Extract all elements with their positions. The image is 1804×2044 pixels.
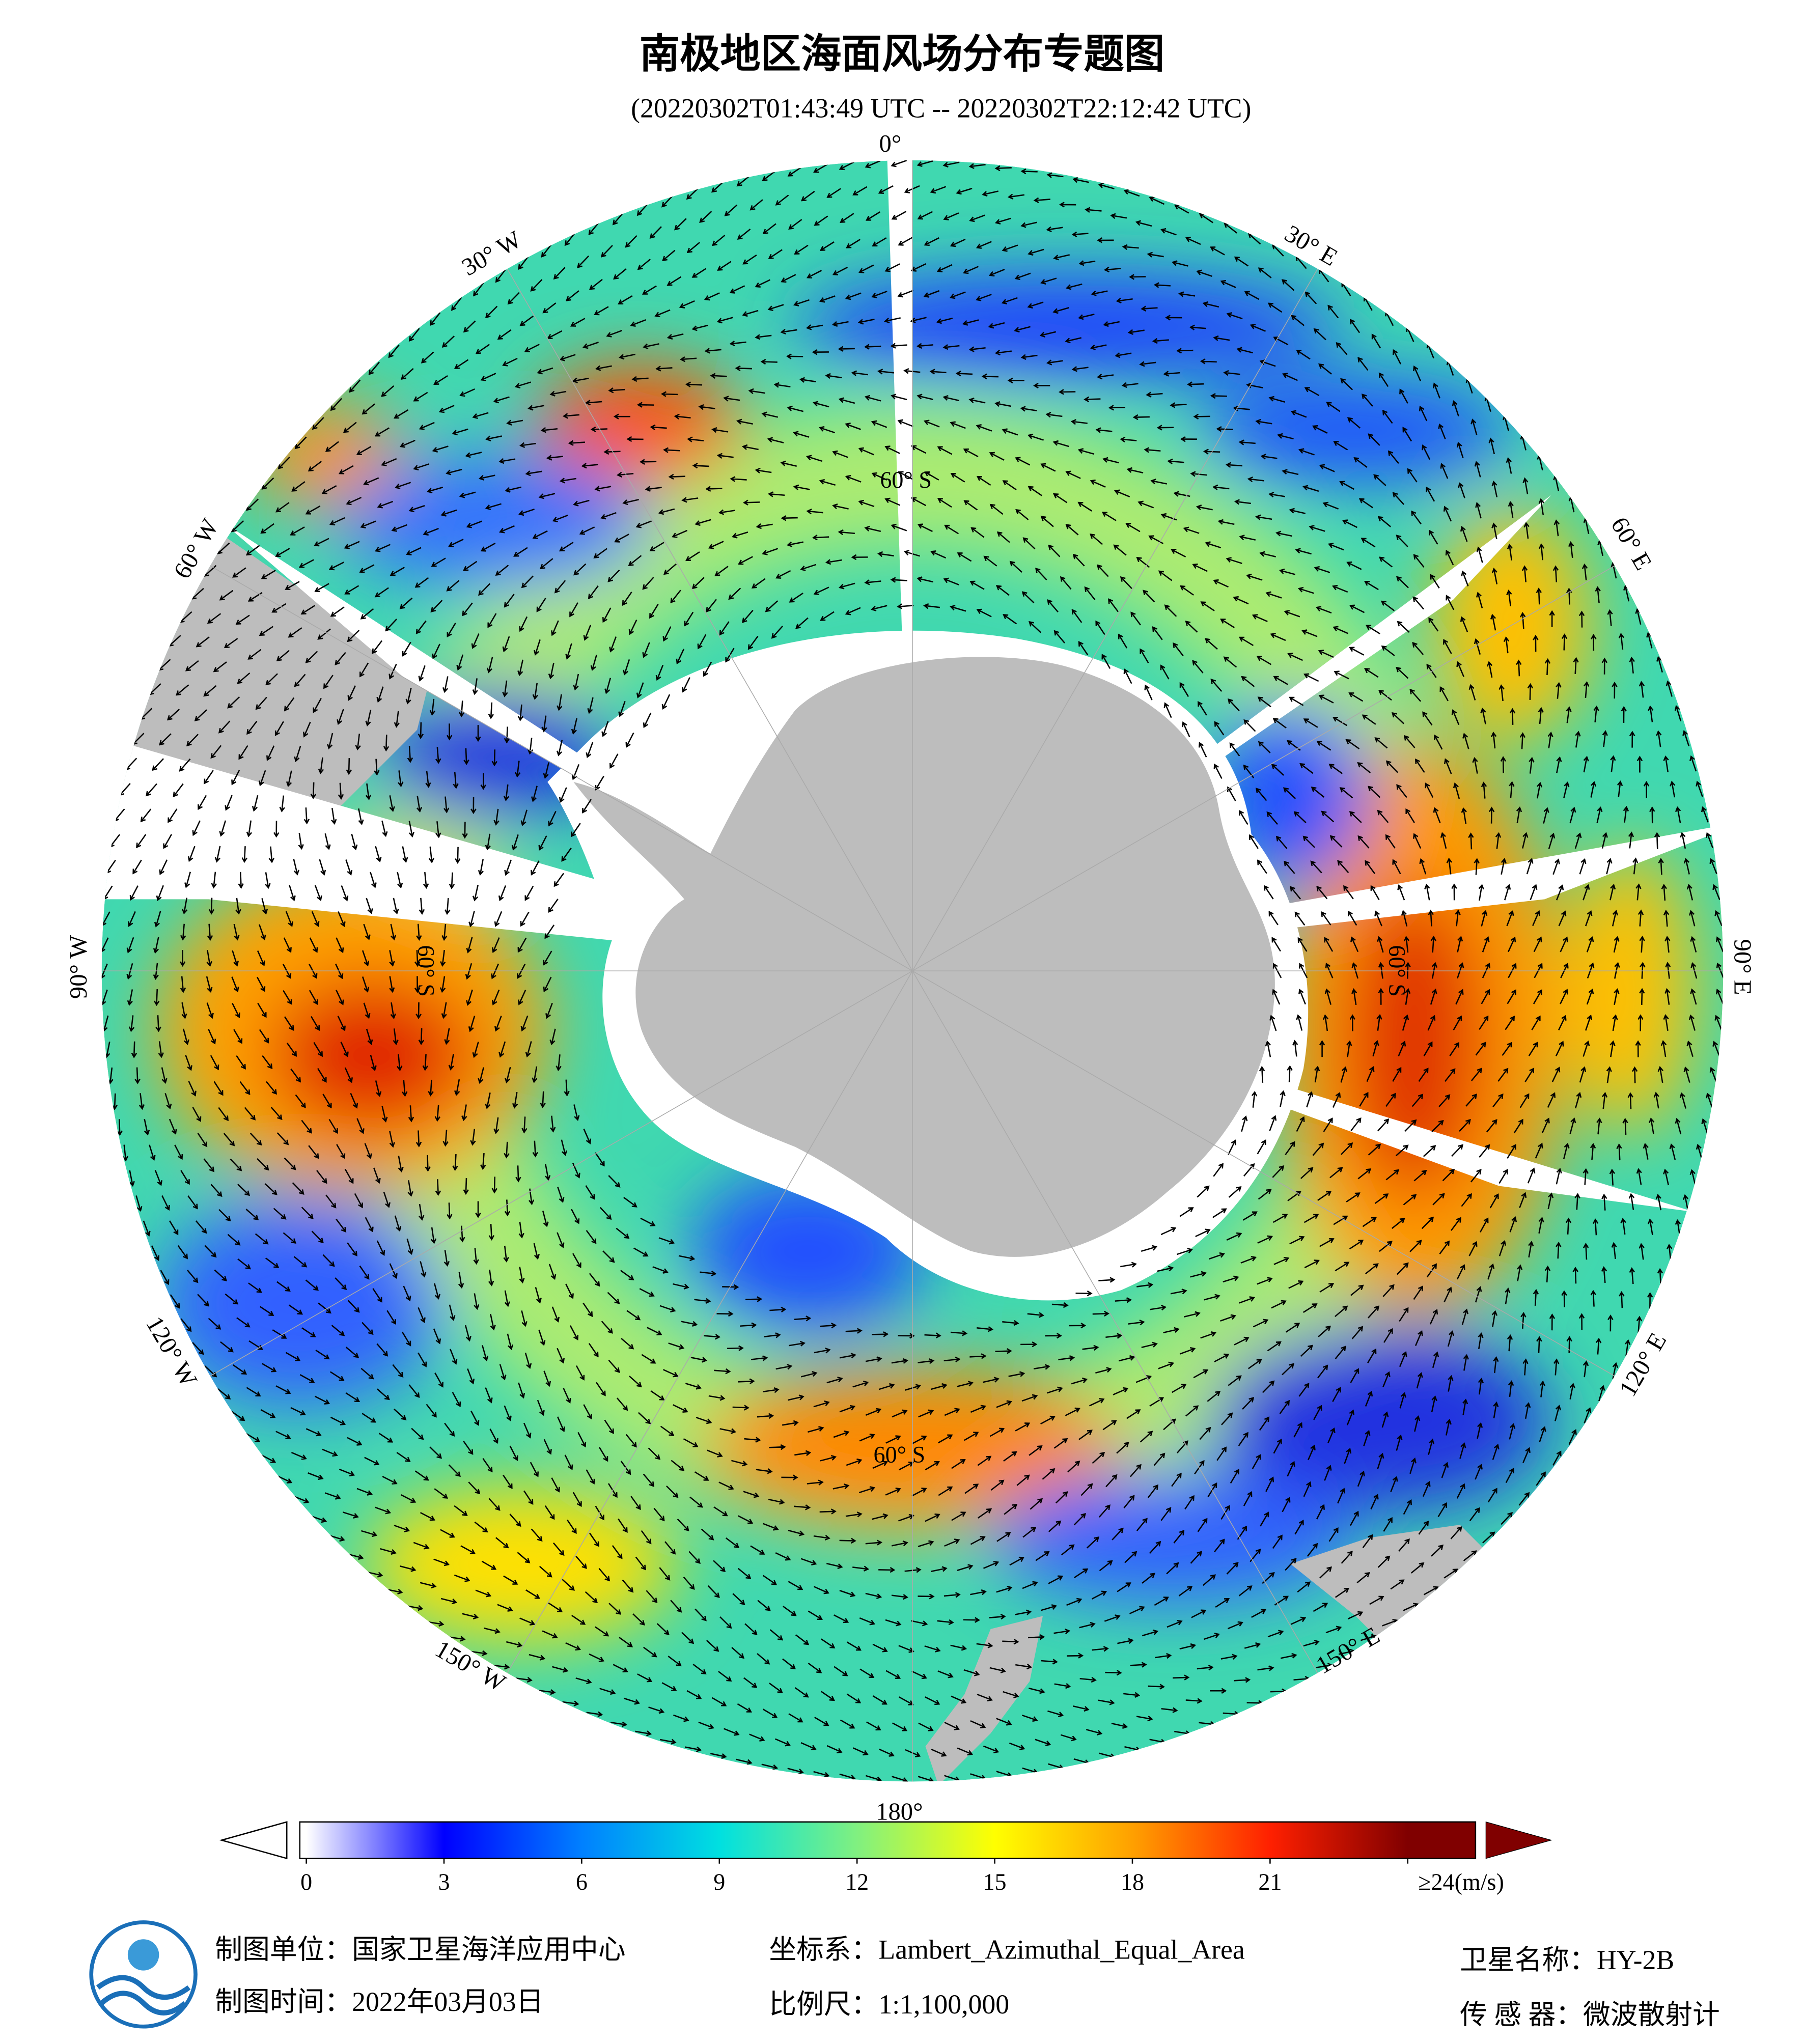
colorbar-tick-label: 12 xyxy=(845,1869,869,1895)
title: 南极地区海面风场分布专题图 xyxy=(640,32,1164,77)
colorbar-tick-label: 21 xyxy=(1258,1869,1282,1895)
colorbar-tick-label: ≥24(m/s) xyxy=(1418,1869,1504,1895)
latitude-label: 60° S xyxy=(874,1442,926,1468)
latitude-label: 60° S xyxy=(1384,945,1410,997)
latitude-labels: 60° S 60° S 60° S 60° S xyxy=(413,467,1410,1468)
footer-satellite: 卫星名称：HY-2B xyxy=(1460,1945,1674,1975)
colorbar-tick-label: 3 xyxy=(438,1869,450,1895)
subtitle: (20220302T01:43:49 UTC -- 20220302T22:12… xyxy=(631,93,1251,123)
antarctica xyxy=(573,657,1275,1257)
footer-unit: 制图单位：国家卫星海洋应用中心 xyxy=(215,1935,625,1965)
colorbar-tick-label: 6 xyxy=(576,1869,588,1895)
longitude-label: 180° xyxy=(876,1798,923,1826)
wind-map xyxy=(101,160,1724,1782)
latitude-label: 60° S xyxy=(413,945,439,997)
colorbar-tick-label: 9 xyxy=(713,1869,725,1895)
colorbar-low-arrow xyxy=(219,1821,288,1860)
colorbar-tick-label: 0 xyxy=(300,1869,312,1895)
footer-sensor: 传 感 器：微波散射计 xyxy=(1460,2000,1720,2030)
footer-crs: 坐标系：Lambert_Azimuthal_Equal_Area xyxy=(769,1935,1245,1965)
longitude-label: 90° E xyxy=(1729,939,1756,995)
colorbar-bar xyxy=(299,1821,1477,1859)
new-zealand xyxy=(925,1616,1043,1782)
logo xyxy=(89,1920,198,2029)
footer-scale: 比例尺：1:1,100,000 xyxy=(769,1989,1009,2020)
footer-date: 制图时间：2022年03月03日 xyxy=(215,1986,543,2017)
graticule xyxy=(101,160,1724,1782)
longitude-label: 90° W xyxy=(65,935,92,999)
longitude-label: 0° xyxy=(879,130,902,157)
colorbar-tick-label: 18 xyxy=(1121,1869,1144,1895)
colorbar-tick-label: 15 xyxy=(983,1869,1007,1895)
latitude-label: 60° S xyxy=(880,467,932,493)
colorbar-high-arrow xyxy=(1485,1821,1552,1859)
colorbar: 0 3 6 9 12 15 18 21 ≥24(m/s) xyxy=(219,1821,1552,1895)
